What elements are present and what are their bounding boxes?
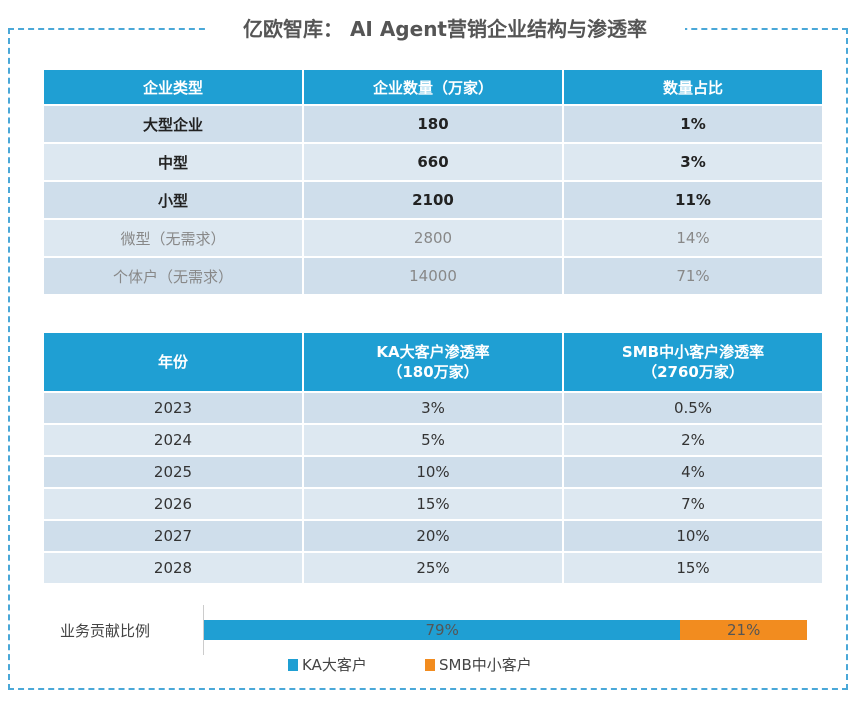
cell: 180 — [304, 106, 562, 142]
cell: 3% — [564, 144, 822, 180]
legend-label: KA大客户 — [302, 656, 367, 674]
cell: 2% — [564, 425, 822, 455]
cell: 2100 — [304, 182, 562, 218]
cell: 1% — [564, 106, 822, 142]
table-row: 2027 20% 10% — [44, 521, 822, 551]
table-row: 2028 25% 15% — [44, 553, 822, 583]
cell: 个体户（无需求） — [44, 258, 302, 294]
bar-segment-ka: 79% — [204, 620, 681, 640]
header-cell: KA大客户渗透率 （180万家） — [304, 333, 562, 391]
table-row: 2026 15% 7% — [44, 489, 822, 519]
table-row: 小型 2100 11% — [44, 182, 822, 218]
cell: 71% — [564, 258, 822, 294]
table-row: 2023 3% 0.5% — [44, 393, 822, 423]
cell: 3% — [304, 393, 562, 423]
header-subtext: （180万家） — [387, 363, 479, 381]
table-row: 中型 660 3% — [44, 144, 822, 180]
bar-axis — [203, 605, 204, 655]
header-cell: 数量占比 — [564, 70, 822, 104]
table-row: 微型（无需求） 2800 14% — [44, 220, 822, 256]
cell: 2024 — [44, 425, 302, 455]
table-row: 个体户（无需求） 14000 71% — [44, 258, 822, 294]
cell: 25% — [304, 553, 562, 583]
cell: 10% — [304, 457, 562, 487]
penetration-rate-table: 年份 KA大客户渗透率 （180万家） SMB中小客户渗透率 （2760万家） 20… — [42, 331, 824, 585]
cell: 微型（无需求） — [44, 220, 302, 256]
header-text: 年份 — [157, 353, 188, 371]
header-cell: SMB中小客户渗透率 （2760万家） — [564, 333, 822, 391]
header-cell: 企业类型 — [44, 70, 302, 104]
cell: 小型 — [44, 182, 302, 218]
cell: 2026 — [44, 489, 302, 519]
cell: 14000 — [304, 258, 562, 294]
header-subtext: （2760万家） — [642, 363, 744, 381]
cell: 20% — [304, 521, 562, 551]
legend-item-smb: SMB中小客户 — [425, 654, 532, 675]
cell: 15% — [304, 489, 562, 519]
cell: 2023 — [44, 393, 302, 423]
legend-swatch — [288, 658, 298, 671]
cell: 5% — [304, 425, 562, 455]
cell: 7% — [564, 489, 822, 519]
cell: 0.5% — [564, 393, 822, 423]
legend-swatch — [425, 658, 435, 671]
cell: 660 — [304, 144, 562, 180]
cell: 大型企业 — [44, 106, 302, 142]
enterprise-structure-table: 企业类型 企业数量（万家） 数量占比 大型企业 180 1% 中型 660 3% 小型 2… — [42, 68, 824, 296]
header-text: KA大客户渗透率 — [376, 343, 490, 361]
header-text: SMB中小客户渗透率 — [621, 343, 765, 361]
cell: 中型 — [44, 144, 302, 180]
cell: 2028 — [44, 553, 302, 583]
table-row: 2024 5% 2% — [44, 425, 822, 455]
header-cell: 年份 — [44, 333, 302, 391]
cell: 11% — [564, 182, 822, 218]
cell: 2027 — [44, 521, 302, 551]
legend-label: SMB中小客户 — [439, 656, 532, 674]
cell: 4% — [564, 457, 822, 487]
cell: 15% — [564, 553, 822, 583]
legend-item-ka: KA大客户 — [288, 654, 367, 675]
cell: 14% — [564, 220, 822, 256]
bar-segment-smb: 21% — [680, 620, 807, 640]
cell: 10% — [564, 521, 822, 551]
bar-category-label: 业务贡献比例 — [60, 622, 151, 640]
header-cell: 企业数量（万家） — [304, 70, 562, 104]
cell: 2025 — [44, 457, 302, 487]
table-row: 大型企业 180 1% — [44, 106, 822, 142]
table-row: 2025 10% 4% — [44, 457, 822, 487]
page-title: 亿欧智库： AI Agent营销企业结构与渗透率 — [205, 12, 685, 46]
cell: 2800 — [304, 220, 562, 256]
